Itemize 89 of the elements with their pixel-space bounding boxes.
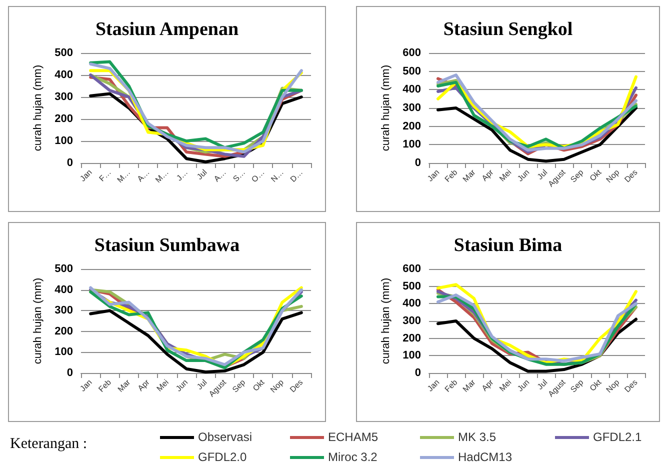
y-tick-label: 0: [414, 157, 421, 169]
y-tick-label: 0: [66, 157, 73, 169]
chart-title: Stasiun Bima: [454, 235, 563, 256]
chart-title: Stasiun Ampenan: [95, 19, 239, 40]
y-axis-title: curah hujan (mm): [32, 64, 44, 152]
x-tick-label: M…: [154, 168, 170, 185]
chart-title: Stasiun Sengkol: [443, 19, 573, 40]
y-tick-label: 100: [54, 346, 73, 358]
y-tick-label: 200: [402, 332, 421, 344]
chart-title: Stasiun Sumbawa: [94, 235, 240, 256]
x-tick-label: J…: [174, 168, 190, 183]
y-tick-label: 100: [54, 135, 73, 147]
y-tick-label: 400: [402, 84, 421, 96]
x-tick-label: Okt: [588, 377, 604, 393]
x-tick-label: Mei: [498, 378, 514, 394]
legend-title: Keterangan :: [10, 436, 88, 453]
x-tick-label: Jul: [195, 168, 209, 182]
x-tick-label: Okt: [251, 377, 267, 393]
x-tick-label: Jun: [516, 378, 532, 394]
x-tick-label: Nop: [604, 167, 622, 185]
legend-label: Miroc 3.2: [328, 450, 378, 464]
x-tick-label: Feb: [96, 377, 114, 394]
x-tick-label: Sep: [230, 377, 248, 394]
x-tick-label: Sep: [568, 167, 586, 184]
legend-label: GFDL2.0: [198, 450, 247, 464]
x-tick-label: Des: [288, 378, 305, 394]
legend-label: Observasi: [198, 430, 252, 444]
y-tick-label: 100: [402, 350, 421, 362]
x-tick-label: A…: [135, 168, 152, 184]
x-tick-label: Mar: [461, 168, 478, 184]
x-tick-label: Jul: [536, 378, 550, 392]
legend-label: GFDL2.1: [593, 430, 642, 444]
x-tick-label: Jul: [195, 378, 209, 392]
line-series: [89, 309, 303, 374]
legend-label: HadCM13: [458, 450, 512, 464]
y-tick-label: 0: [414, 367, 421, 379]
x-tick-label: S…: [231, 168, 248, 184]
x-tick-label: A…: [212, 168, 228, 184]
x-tick-label: Mar: [461, 378, 478, 394]
x-tick-label: Feb: [443, 377, 460, 394]
x-tick-label: Apr: [480, 168, 496, 183]
y-tick-label: 500: [54, 47, 73, 59]
y-tick-label: 100: [402, 138, 421, 151]
y-tick-label: 500: [54, 263, 73, 275]
x-tick-label: Jun: [174, 378, 190, 394]
x-tick-label: Apr: [480, 378, 496, 393]
y-tick-label: 200: [54, 325, 73, 338]
x-tick-label: Feb: [443, 167, 460, 184]
x-tick-label: M…: [115, 168, 132, 185]
y-tick-label: 300: [402, 315, 421, 327]
y-tick-label: 400: [54, 284, 73, 296]
y-axis-title: curah hujan (mm): [380, 64, 392, 152]
x-tick-label: Des: [622, 168, 640, 184]
y-tick-label: 300: [402, 102, 421, 114]
x-tick-label: Des: [622, 378, 640, 394]
y-tick-label: 300: [54, 91, 73, 103]
x-tick-label: Mei: [154, 378, 171, 394]
x-tick-label: Jan: [426, 378, 442, 394]
legend-label: ECHAM5: [328, 430, 378, 444]
x-tick-label: D…: [288, 168, 305, 184]
y-tick-label: 600: [402, 47, 421, 59]
y-tick-label: 600: [402, 263, 421, 275]
x-tick-label: F…: [97, 168, 113, 184]
y-axis-title: curah hujan (mm): [32, 278, 44, 364]
x-tick-label: Nop: [268, 377, 286, 395]
x-tick-label: Jul: [536, 168, 550, 182]
x-tick-label: Jan: [426, 168, 442, 184]
x-tick-label: Mei: [498, 168, 514, 184]
x-tick-label: O…: [250, 168, 266, 184]
legend-label: MK 3.5: [458, 430, 496, 444]
x-tick-label: N…: [269, 168, 286, 184]
x-tick-label: Sep: [568, 377, 586, 394]
y-tick-label: 200: [54, 113, 73, 125]
x-tick-label: Apr: [136, 378, 152, 393]
y-tick-label: 0: [66, 367, 73, 379]
y-tick-label: 200: [402, 120, 421, 132]
x-tick-label: Okt: [588, 167, 604, 183]
x-tick-label: Jun: [516, 168, 532, 184]
y-tick-label: 400: [402, 298, 421, 310]
x-tick-label: Mar: [116, 378, 132, 394]
y-tick-label: 400: [54, 69, 73, 81]
x-tick-label: Jan: [78, 168, 94, 184]
x-tick-label: Nop: [604, 377, 622, 395]
y-tick-label: 500: [402, 280, 421, 292]
y-axis-title: curah hujan (mm): [380, 278, 392, 364]
y-tick-label: 300: [54, 304, 73, 317]
y-tick-label: 500: [402, 65, 421, 78]
x-tick-label: Jan: [78, 378, 94, 394]
line-series: [436, 106, 638, 163]
